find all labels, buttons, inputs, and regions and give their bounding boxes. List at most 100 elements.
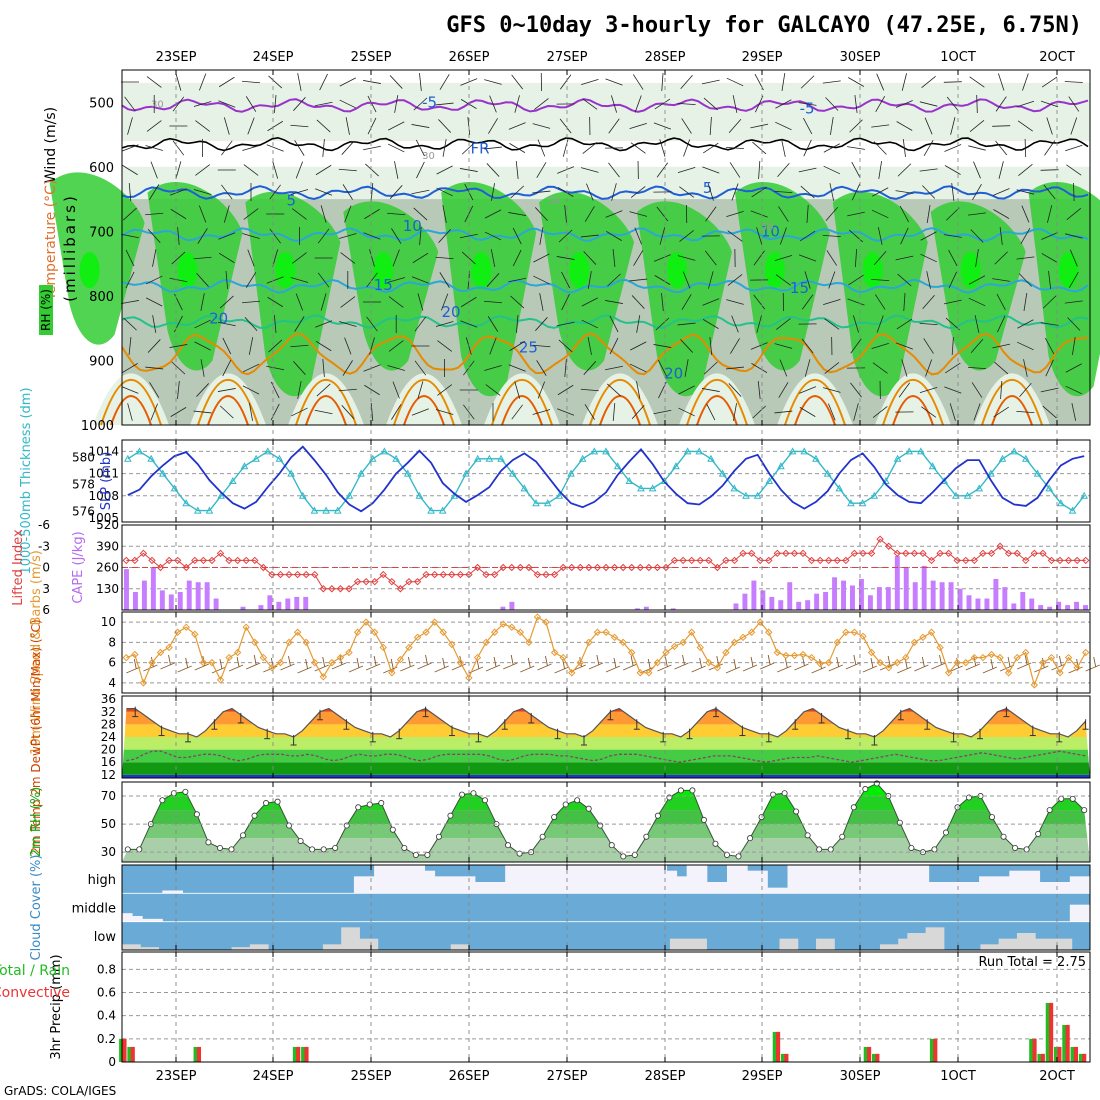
wind-barb (705, 206, 717, 222)
wind-barb (756, 315, 762, 333)
cape-bar (267, 595, 273, 610)
rh-saturated-patch (373, 252, 394, 289)
wind-barb (823, 143, 840, 153)
cloud-low-bar (1016, 933, 1027, 950)
rh-point (1000, 833, 1007, 840)
temp-band (122, 749, 1090, 763)
wind-barb (1019, 382, 1032, 398)
wind-barb (291, 208, 307, 220)
slp-point (333, 506, 342, 514)
cape-bar (258, 605, 264, 610)
wind-speed-point (456, 658, 465, 667)
wind-speed-point (979, 653, 987, 662)
rh-dry-wedge (288, 373, 364, 425)
wind-barb (169, 277, 188, 283)
wind-barb (268, 75, 283, 89)
wind-barb (243, 208, 259, 220)
wind-barb (900, 227, 909, 245)
wind-barb (951, 183, 955, 201)
wind-speed-point (884, 663, 893, 672)
wind-barb (871, 209, 889, 219)
li-tick-label: -3 (38, 539, 50, 553)
date-label-bottom: 29SEP (742, 1069, 783, 1084)
cloud-high-bar (716, 882, 728, 894)
cloud-high-bar (172, 890, 183, 894)
wind-barb (974, 315, 980, 333)
wind-barb (392, 249, 400, 267)
slp-point (963, 491, 972, 499)
contour-label: 5 (703, 179, 713, 197)
rh-point (297, 837, 304, 844)
wind-speed-point (1082, 648, 1090, 657)
li-point (739, 549, 747, 558)
ua-rh-label: RH (%) (39, 289, 53, 331)
wind-speed-point (268, 663, 276, 672)
wind-speed-point (311, 658, 319, 667)
precip-convective-bar (122, 1038, 127, 1062)
li-point (936, 549, 944, 558)
ua-temp-label: Temperature (°C) (43, 180, 59, 302)
cloud-low-bar (816, 938, 826, 950)
wind-barb (316, 383, 331, 397)
contour-label: 50 (548, 196, 561, 207)
slp-point (1080, 491, 1089, 499)
wind-barb (488, 118, 498, 134)
wind-barb (128, 182, 132, 202)
wind-barb (290, 124, 309, 128)
wind-barb-10m (425, 654, 428, 666)
cape-bar (841, 580, 846, 610)
li-point (910, 549, 919, 558)
wind-speed-point (362, 618, 370, 626)
precip-convective-bar (1040, 1053, 1045, 1062)
cloud-high-bar (837, 865, 849, 894)
wind-barb (655, 317, 670, 331)
date-label-top: 30SEP (840, 50, 881, 65)
rh-point (989, 814, 996, 821)
temperature-contour-30 (991, 394, 1033, 426)
wind-barb (799, 230, 816, 242)
wind-barb (177, 381, 180, 399)
wind-barb (171, 251, 186, 265)
wind-barb (919, 322, 938, 326)
cloud-low-bar (1062, 938, 1073, 950)
precip-tick-label: 0.2 (97, 1032, 116, 1046)
wind-barb (417, 293, 424, 311)
cape-bar (930, 580, 936, 610)
wind-barb (274, 94, 277, 114)
wind-barb (944, 165, 961, 175)
li-point (225, 556, 233, 565)
rh-point (355, 804, 362, 811)
wind-barb (145, 275, 163, 285)
wind-barb (391, 228, 402, 244)
cloud-low-bar (669, 938, 680, 950)
wind-barb-10m (897, 666, 912, 674)
wind-barb (872, 362, 888, 374)
wind-barb (223, 205, 230, 223)
wind-barb-10m (982, 666, 998, 674)
precip-legend-total: Total / Rain (0, 963, 70, 979)
precip-convective-bar (1065, 1024, 1070, 1062)
wind-barb (242, 385, 260, 395)
wind-barb (729, 162, 741, 178)
rh-point (677, 787, 684, 794)
cape-bar (159, 590, 165, 610)
cloud-low-bar (898, 938, 908, 950)
wind-barb (848, 77, 864, 87)
wind-barb (586, 183, 594, 201)
wind-barb (873, 141, 887, 155)
wind-barb (416, 161, 425, 179)
cloud-low-bar (450, 944, 461, 950)
cloud-low-bar (249, 944, 260, 950)
wind-barb (896, 318, 913, 330)
wind-barb (419, 226, 422, 246)
wind-barb (485, 384, 501, 396)
precip-tick-label: 0 (108, 1055, 116, 1069)
wind-panel-bg (122, 612, 1090, 693)
temp-series-line (126, 707, 1087, 738)
wind-barb-10m (674, 662, 689, 670)
wind-barb (483, 300, 503, 304)
temperature-contour-5 (121, 185, 1089, 201)
wind-barb (779, 227, 787, 245)
panel-frame-ua (121, 69, 1091, 426)
wind-speed-point (379, 643, 387, 652)
